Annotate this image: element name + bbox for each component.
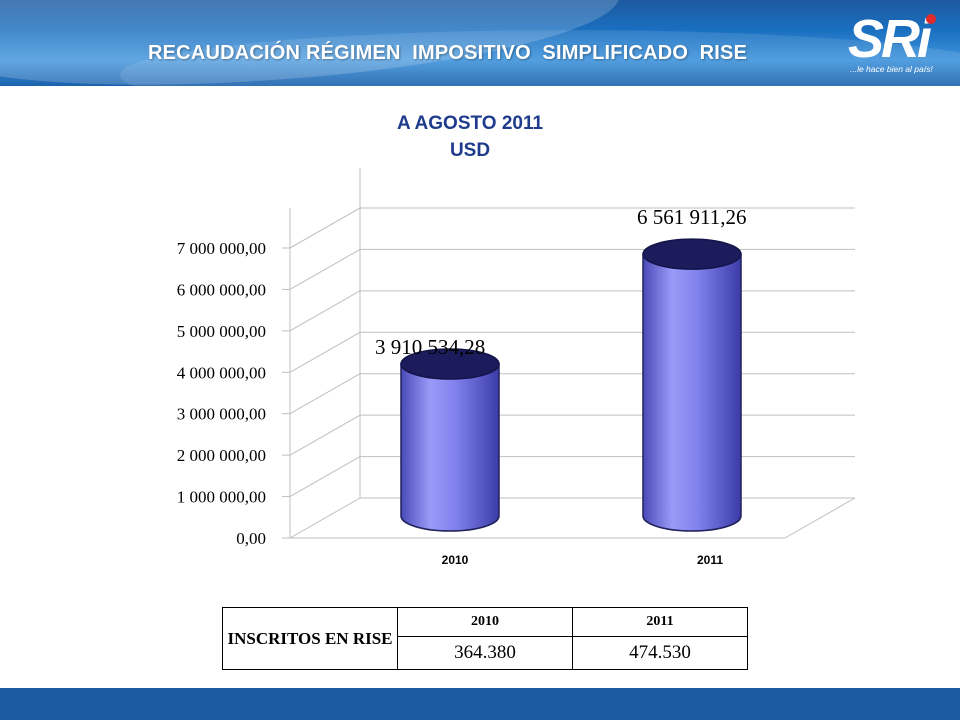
y-tick-label: 7 000 000,00: [177, 239, 266, 258]
bar-body: [642, 253, 742, 532]
gridline-side: [289, 414, 361, 456]
y-axis-ticks: 0,00 1 000 000,00 2 000 000,00 3 000 000,00…: [177, 239, 266, 548]
x-tick-label: 2011: [697, 553, 723, 567]
gridline-side: [289, 331, 361, 373]
gridline-side: [289, 248, 361, 290]
inscritos-table: INSCRITOS EN RISE 2010 2011 364.380 474.…: [222, 607, 748, 670]
y-tick-label: 4 000 000,00: [177, 363, 266, 382]
gridline-side: [289, 373, 361, 415]
table-col-header-2010: 2010: [397, 607, 573, 637]
table-cell-2010: 364.380: [397, 636, 573, 670]
table-col-header-2011: 2011: [572, 607, 748, 637]
y-tick-label: 6 000 000,00: [177, 280, 266, 299]
page-title: RECAUDACIÓN RÉGIMEN IMPOSITIVO SIMPLIFIC…: [148, 42, 748, 64]
bar-top: [400, 348, 500, 380]
gridline-side: [289, 207, 361, 249]
logo-dot-icon: [926, 14, 936, 24]
y-tick-label: 1 000 000,00: [177, 488, 266, 507]
header-banner: RECAUDACIÓN RÉGIMEN IMPOSITIVO SIMPLIFIC…: [0, 0, 960, 86]
y-tick-label: 2 000 000,00: [177, 446, 266, 465]
data-label: 3 910 534,28: [375, 335, 485, 359]
x-tick-label: 2010: [442, 553, 469, 567]
chart-bars: [400, 238, 742, 532]
chart-title-block: A AGOSTO 2011 USD: [350, 110, 590, 164]
footer-bar: [0, 688, 960, 720]
gridline-side: [289, 497, 361, 539]
bar-2010: [400, 348, 500, 532]
bar-body: [400, 363, 500, 532]
bar-chart: 0,00 1 000 000,00 2 000 000,00 3 000 000,00…: [177, 168, 856, 567]
floor-right-edge: [784, 497, 856, 539]
logo-wordmark: SRi: [848, 9, 932, 69]
bar-2011: [642, 238, 742, 532]
logo-tagline: ...le hace bien al país!: [850, 64, 933, 74]
y-tick-label: 3 000 000,00: [177, 405, 266, 424]
bar-top: [642, 238, 742, 270]
data-label: 6 561 911,26: [637, 205, 746, 229]
y-tick-label: 0,00: [236, 529, 266, 548]
sri-logo: SRi ...le hace bien al país!: [848, 10, 948, 82]
y-tick-label: 5 000 000,00: [177, 322, 266, 341]
chart-subtitle: USD: [449, 140, 491, 161]
table-row-header: INSCRITOS EN RISE: [222, 607, 398, 670]
gridline-side: [289, 290, 361, 332]
gridline-side: [289, 456, 361, 498]
chart-title: A AGOSTO 2011: [396, 113, 544, 134]
table-cell-2011: 474.530: [572, 636, 748, 670]
chart-labels: 3 910 534,28 2010 6 561 911,26 2011: [375, 205, 746, 567]
chart-grid: [282, 168, 856, 539]
